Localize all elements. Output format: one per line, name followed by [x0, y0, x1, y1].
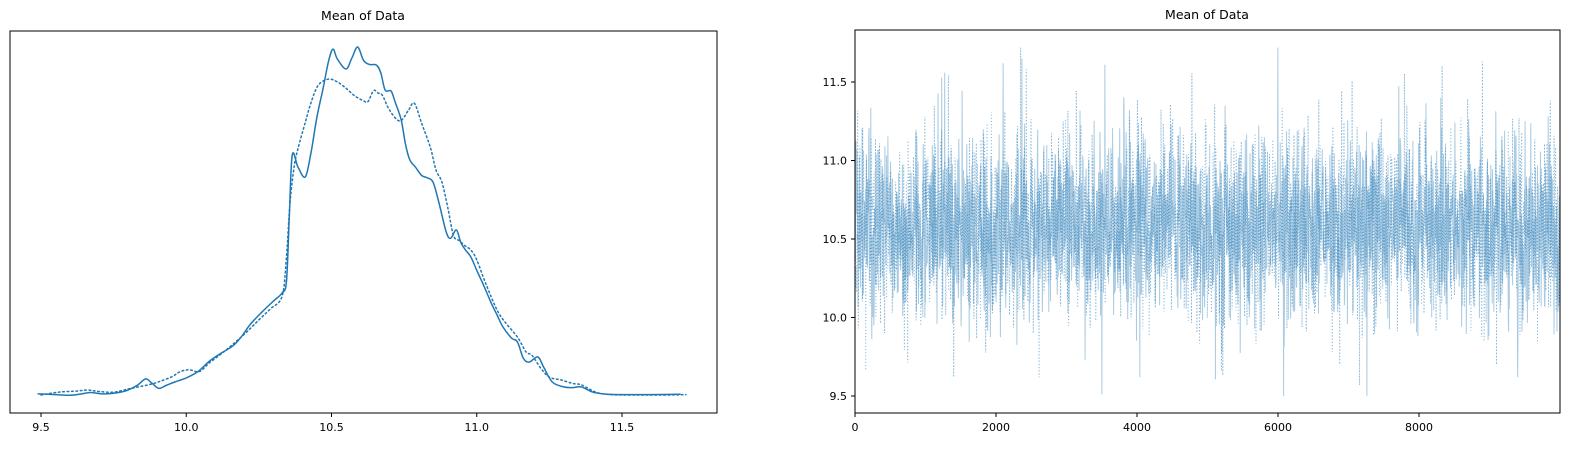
y-tick-label: 9.5: [830, 390, 848, 403]
x-tick-label: 10.5: [319, 421, 344, 434]
chain-2-dotted-kde-line: [40, 78, 687, 396]
x-tick-label: 11.0: [465, 421, 490, 434]
chain-1-solid-kde-line: [37, 46, 681, 397]
x-tick-label: 9.5: [32, 421, 50, 434]
kde-axes-box: [9, 30, 718, 414]
trace-axes-box: [854, 29, 1561, 414]
x-tick-label: 2000: [982, 421, 1010, 434]
trace-subplot: 0 2000 4000 6000 8000 9.5 10.0 10.5 11.0 11.5: [823, 29, 1561, 434]
trace-plot-title: Mean of Data: [1165, 7, 1249, 22]
x-tick-label: 8000: [1405, 421, 1433, 434]
x-tick-label: 6000: [1264, 421, 1292, 434]
y-tick-label: 11.0: [823, 155, 848, 168]
y-tick-label: 10.0: [823, 312, 848, 325]
x-tick-label: 11.5: [610, 421, 635, 434]
x-tick-label: 10.0: [174, 421, 199, 434]
chain-2-dotted-trace-line: [855, 47, 1560, 386]
kde-plot-title: Mean of Data: [321, 8, 405, 23]
y-tick-label: 11.5: [823, 76, 848, 89]
kde-subplot: 9.5 10.0 10.5 11.0 11.5: [9, 30, 718, 434]
x-tick-label: 4000: [1123, 421, 1151, 434]
y-tick-label: 10.5: [823, 233, 848, 246]
x-tick-label: 0: [852, 421, 859, 434]
